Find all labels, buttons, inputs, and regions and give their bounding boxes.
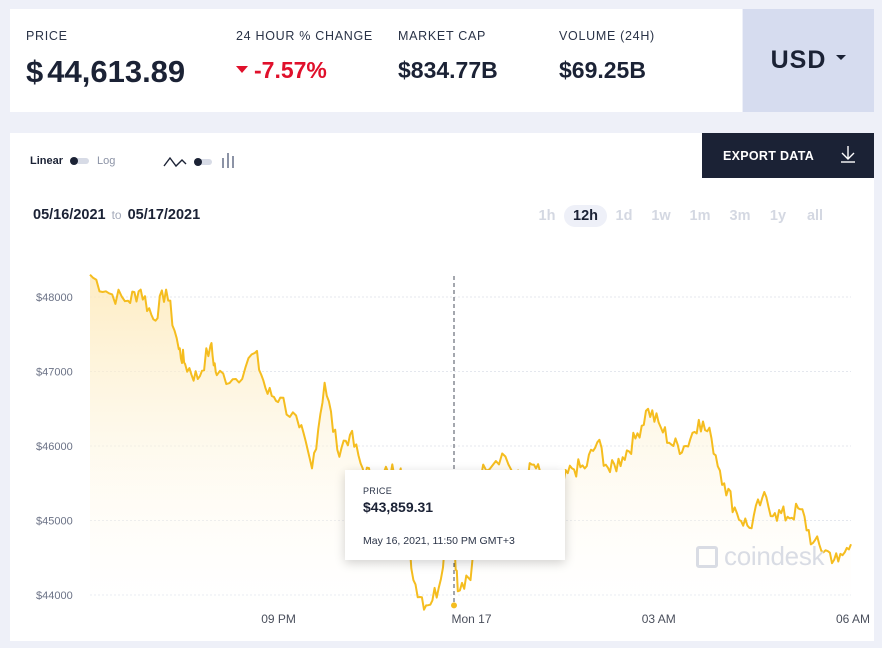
market-cap-stat: MARKET CAP $834.77B (398, 29, 498, 84)
price-tooltip: PRICE $43,859.31 May 16, 2021, 11:50 PM … (345, 470, 565, 560)
y-tick-label: $46000 (36, 441, 73, 453)
market-cap-label: MARKET CAP (398, 29, 487, 43)
coindesk-logo-icon (696, 545, 718, 568)
range-all[interactable]: all (806, 208, 824, 224)
change-value: -7.57% (236, 57, 373, 84)
x-tick-label: 09 PM (261, 612, 296, 626)
volume-label: VOLUME (24H) (559, 29, 655, 43)
date-range: 05/16/2021 to 05/17/2021 (33, 207, 200, 223)
price-value: $44,613.89 (26, 54, 185, 90)
scale-linear-label[interactable]: Linear (30, 155, 64, 167)
y-tick-label: $47000 (36, 367, 73, 379)
currency-selector[interactable]: USD (743, 9, 874, 112)
chart-type-switch-knob (194, 158, 202, 166)
range-3m[interactable]: 3m (729, 208, 751, 224)
range-1h[interactable]: 1h (538, 208, 556, 224)
y-tick-label: $48000 (36, 292, 73, 304)
down-arrow-icon (236, 66, 248, 74)
watermark-text: coindesk (724, 541, 825, 571)
x-tick-label: 06 AM (836, 612, 870, 626)
range-1d[interactable]: 1d (615, 208, 633, 224)
price-stat: PRICE $44,613.89 (26, 29, 185, 90)
range-1m[interactable]: 1m (689, 208, 711, 224)
x-tick-label: 03 AM (642, 612, 676, 626)
line-chart-icon[interactable] (163, 156, 187, 168)
date-to-word: to (111, 208, 122, 222)
range-1w[interactable]: 1w (651, 208, 671, 224)
change-stat: 24 HOUR % CHANGE -7.57% (236, 29, 373, 84)
volume-value: $69.25B (559, 57, 646, 83)
stats-bar: PRICE $44,613.89 24 HOUR % CHANGE -7.57%… (10, 9, 742, 112)
tooltip-value: $43,859.31 (363, 499, 434, 515)
date-to[interactable]: 05/17/2021 (127, 207, 201, 223)
range-selector: 1h 12h 1d 1w 1m 3m 1y all (530, 205, 835, 227)
crosshair-point (451, 602, 457, 609)
x-tick-label: Mon 17 (452, 612, 492, 626)
range-1y[interactable]: 1y (769, 208, 787, 224)
price-amount: 44,613.89 (47, 54, 186, 89)
scale-switch[interactable] (70, 157, 90, 165)
chart-type-icons[interactable] (163, 153, 234, 168)
y-tick-label: $44000 (36, 590, 73, 602)
export-data-button[interactable]: EXPORT DATA (702, 133, 874, 178)
price-currency-symbol: $ (26, 54, 44, 89)
coindesk-watermark: coindesk (696, 541, 825, 572)
range-12h[interactable]: 12h (564, 205, 607, 227)
currency-code: USD (770, 46, 827, 74)
tooltip-label: PRICE (363, 486, 393, 496)
price-label: PRICE (26, 29, 68, 43)
y-tick-label: $45000 (36, 516, 73, 528)
chart-panel: $48000 $47000 $46000 $45000 $44000 09 PM Mon … (10, 133, 874, 641)
change-label: 24 HOUR % CHANGE (236, 29, 373, 43)
download-icon (841, 146, 855, 163)
change-amount: -7.57% (254, 57, 327, 83)
scale-log-label[interactable]: Log (97, 155, 116, 167)
price-area-fill (90, 274, 851, 610)
tooltip-datetime: May 16, 2021, 11:50 PM GMT+3 (363, 535, 515, 547)
volume-stat: VOLUME (24H) $69.25B (559, 29, 655, 84)
bar-chart-icon[interactable] (222, 153, 234, 168)
market-cap-value: $834.77B (398, 57, 498, 83)
scale-toggle[interactable]: Linear Log (30, 155, 115, 167)
export-label: EXPORT DATA (723, 148, 815, 163)
price-chart: $48000 $47000 $46000 $45000 $44000 09 PM Mon … (36, 153, 870, 626)
price-line (89, 273, 852, 611)
caret-down-icon (836, 55, 847, 60)
date-from[interactable]: 05/16/2021 (33, 207, 106, 223)
